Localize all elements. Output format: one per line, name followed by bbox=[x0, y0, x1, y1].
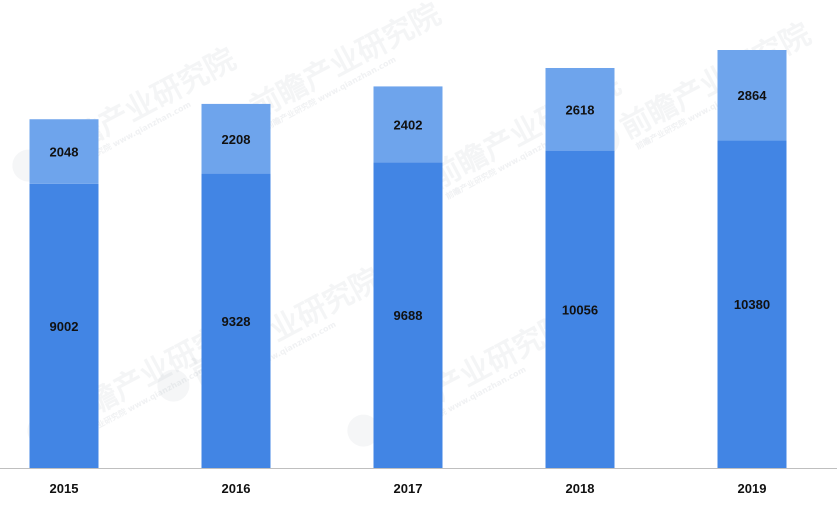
data-label-2018-series-1: 10056 bbox=[562, 302, 598, 317]
bar-2016-series-1 bbox=[201, 173, 271, 469]
data-label-2019-series-1: 10380 bbox=[734, 297, 770, 312]
watermark-mark bbox=[347, 414, 380, 447]
data-label-2018-series-2: 2618 bbox=[566, 102, 595, 117]
bar-2015-series-1 bbox=[29, 183, 99, 468]
data-label-2015-series-1: 9002 bbox=[50, 319, 79, 334]
data-label-2017-series-1: 9688 bbox=[394, 308, 423, 323]
watermark-mark bbox=[157, 369, 190, 402]
x-tick-label-2019: 2019 bbox=[738, 481, 767, 496]
data-label-2015-series-2: 2048 bbox=[50, 145, 79, 160]
data-label-layer: 9002 2048 9328 2208 9688 2402 10056 2618 10380 28… bbox=[50, 88, 771, 334]
data-label-2017-series-2: 2402 bbox=[394, 117, 423, 132]
x-tick-layer: 2015 2016 2017 2018 2019 bbox=[50, 481, 767, 496]
bar-2017-series-1 bbox=[373, 162, 443, 469]
x-tick-label-2016: 2016 bbox=[222, 481, 251, 496]
bar-2019-series-1 bbox=[717, 140, 787, 468]
bar-2019-series-2 bbox=[717, 50, 787, 141]
bar-2015-series-2 bbox=[29, 119, 99, 184]
x-tick-label-2018: 2018 bbox=[566, 481, 595, 496]
x-tick-label-2015: 2015 bbox=[50, 481, 79, 496]
x-tick-label-2017: 2017 bbox=[394, 481, 423, 496]
bar-2018-series-2 bbox=[545, 67, 615, 151]
bar-2017-series-2 bbox=[373, 86, 443, 163]
data-label-2019-series-2: 2864 bbox=[738, 88, 768, 103]
bar-layer bbox=[29, 50, 787, 469]
data-label-2016-series-1: 9328 bbox=[222, 314, 251, 329]
bar-2016-series-2 bbox=[201, 103, 271, 174]
bar-2018-series-1 bbox=[545, 150, 615, 469]
data-label-2016-series-2: 2208 bbox=[222, 132, 251, 147]
